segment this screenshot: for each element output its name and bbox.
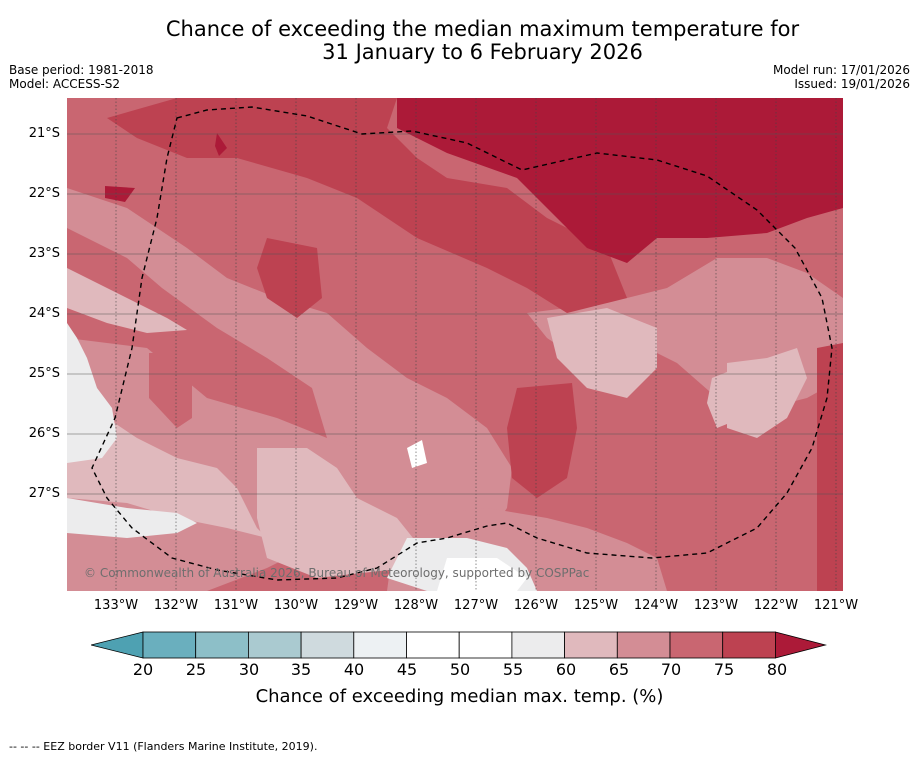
colorbar-tick: 45 [396,660,418,679]
lon-label: 132°W [153,598,199,613]
field-55-60-a [67,323,117,463]
colorbar-tick: 65 [608,660,630,679]
colorbar-segment [142,631,197,659]
title-line-2: 31 January to 6 February 2026 [322,40,643,64]
colorbar-tick: 50 [449,660,471,679]
lon-label: 125°W [573,598,619,613]
model-name: Model: ACCESS-S2 [9,77,121,91]
colorbar-segment [616,631,671,659]
colorbar-label: Chance of exceeding median max. temp. (%… [255,686,664,707]
lat-label: 22°S [28,186,60,201]
colorbar-tick: 20 [132,660,154,679]
colorbar-segment [564,631,618,659]
lon-label: 130°W [273,598,319,613]
meta-right: Model run: 17/01/2026 Issued: 19/01/2026 [773,63,910,91]
colorbar-segment [195,631,249,659]
lat-label: 24°S [28,306,60,321]
lon-label: 129°W [333,598,379,613]
longitude-gridlines [115,98,837,591]
colorbar-segment [247,631,302,659]
base-period: Base period: 1981-2018 [9,63,154,77]
field-60-65-d [547,308,657,398]
colorbar-segment [511,631,565,659]
field-60-65-b [67,398,267,538]
colorbar [91,631,827,659]
colorbar-extend-high [775,631,827,659]
lat-label: 25°S [28,366,60,381]
lat-label: 27°S [28,486,60,501]
field-75-80-east [817,343,843,591]
colorbar-segment [353,631,407,659]
eez-legend-note: -- -- -- EEZ border V11 (Flanders Marine… [9,740,318,753]
lon-label: 127°W [453,598,499,613]
copyright-notice: © Commonwealth of Australia 2026, Bureau… [84,566,590,580]
lat-label: 26°S [28,426,60,441]
field-60-65-a [67,268,187,333]
issued-date: Issued: 19/01/2026 [794,77,910,91]
lon-label: 124°W [633,598,679,613]
field-60-65-e [727,348,807,438]
title-line-1: Chance of exceeding the median maximum t… [165,17,800,41]
latitude-gridlines [67,133,843,495]
lon-label: 131°W [213,598,259,613]
map-field [67,98,843,591]
colorbar-tick: 30 [238,660,260,679]
colorbar-tick: 80 [766,660,788,679]
colorbar-tick: 40 [343,660,365,679]
colorbar-segment [669,631,724,659]
colorbar-segment [458,631,513,659]
field-50-55-a [407,440,427,468]
field-75-80-north [107,98,627,313]
colorbar-tick: 70 [660,660,682,679]
lon-label: 126°W [513,598,559,613]
field-60-65-f [707,368,762,428]
colorbar-tick: 55 [502,660,524,679]
map-title: Chance of exceeding the median maximum t… [0,18,919,64]
field-50-55-b [437,558,527,591]
lon-label: 133°W [93,598,139,613]
colorbar-tick: 60 [555,660,577,679]
field-55-60-b [67,498,197,538]
probability-map: © Commonwealth of Australia 2026, Bureau… [67,98,843,591]
lon-label: 123°W [693,598,739,613]
field-75-80-b [507,383,577,498]
lon-label: 122°W [753,598,799,613]
eez-border [91,106,833,581]
lat-label: 21°S [28,126,60,141]
colorbar-extend-low [91,631,144,659]
colorbar-segment [406,631,460,659]
lat-label: 23°S [28,246,60,261]
lon-label: 121°W [813,598,859,613]
colorbar-tick: 25 [185,660,207,679]
colorbar-segment [300,631,355,659]
field-70-patch [149,353,192,428]
colorbar-tick: 75 [713,660,735,679]
field-75-80-a [257,238,322,318]
field-60-65-c [257,448,417,578]
meta-left: Base period: 1981-2018 Model: ACCESS-S2 [9,63,154,91]
model-run: Model run: 17/01/2026 [772,63,910,77]
field-80-b [215,133,227,156]
field-65-70-west [67,188,512,553]
lon-label: 128°W [393,598,439,613]
colorbar-tick: 35 [290,660,312,679]
field-80-plus [397,98,843,263]
colorbar-segment [722,631,776,659]
